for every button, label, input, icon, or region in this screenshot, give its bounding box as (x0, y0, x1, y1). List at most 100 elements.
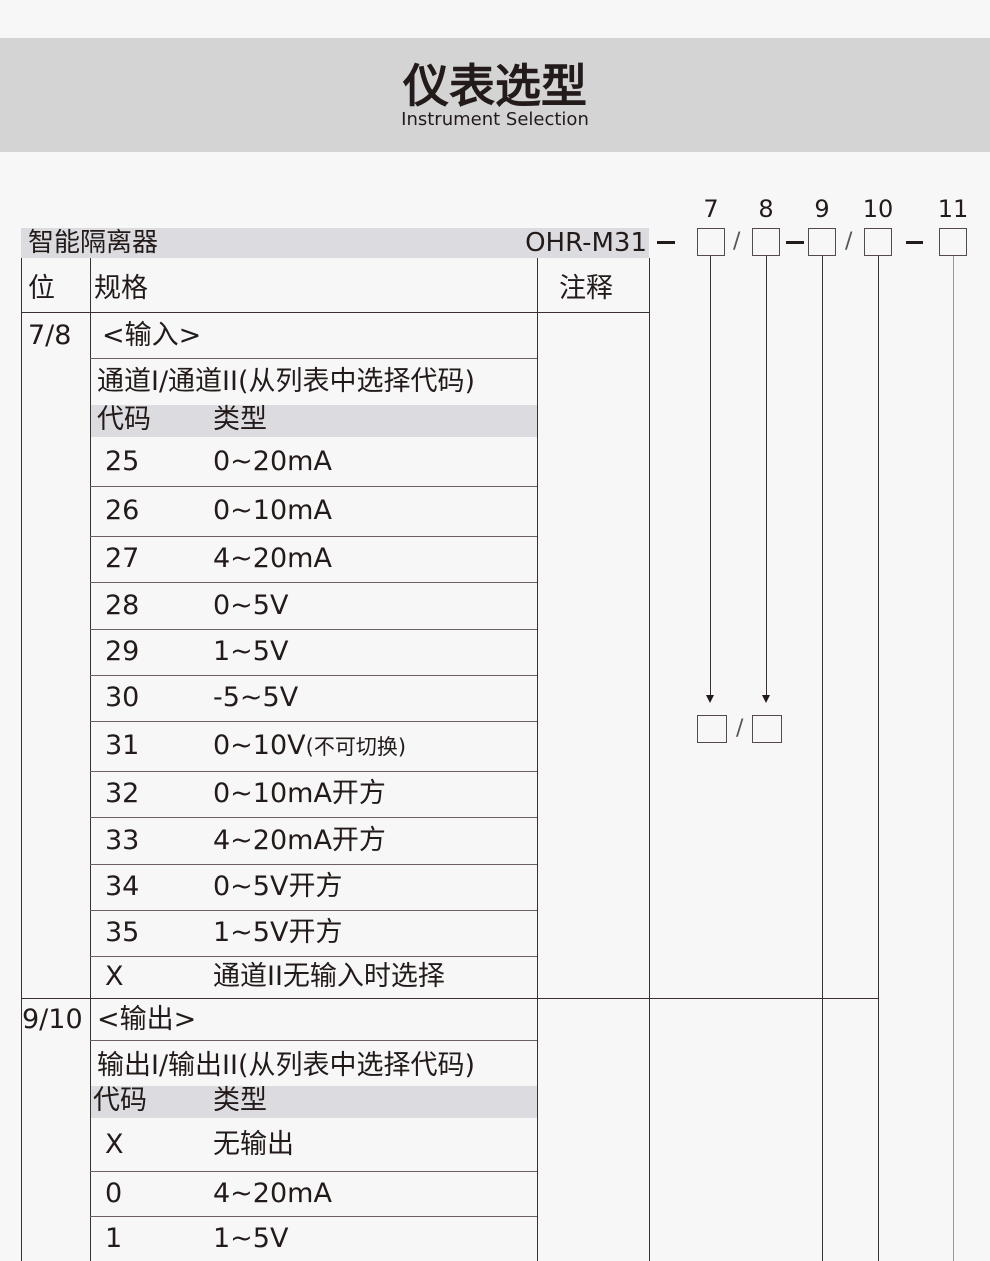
col-header-spec: 规格 (94, 273, 148, 304)
slash-separator: / (733, 229, 741, 254)
row-line (90, 675, 537, 676)
dash-separator (786, 241, 804, 244)
position-number: 7 (703, 195, 719, 223)
section-desc: 输出I/输出II(从列表中选择代码) (97, 1050, 476, 1081)
connector-line-7 (710, 256, 711, 696)
row-code: 28 (105, 589, 140, 621)
row-code: X (105, 961, 124, 992)
row-line (90, 956, 537, 957)
dash-separator (657, 241, 675, 244)
result-box-8 (752, 715, 782, 743)
row-code: 34 (105, 871, 140, 902)
row-line (90, 721, 537, 722)
row-code: 35 (105, 917, 140, 948)
arrow-down-icon (706, 695, 714, 703)
col-header-position: 位 (28, 273, 55, 304)
row-line (90, 771, 537, 772)
type-value: 1~5V开方 (213, 917, 343, 948)
row-line (90, 910, 537, 911)
position-number: 10 (862, 195, 894, 223)
result-box-7 (697, 715, 727, 743)
section-position: 7/8 (28, 320, 72, 351)
type-value: 4~20mA (213, 543, 332, 574)
table-column-line (537, 258, 538, 1261)
type-value: 0~5V (213, 589, 289, 621)
header-band (0, 38, 990, 152)
connector-line-10 (878, 256, 879, 1261)
section-desc: 通道I/通道II(从列表中选择代码) (97, 366, 476, 397)
position-number: 8 (758, 195, 774, 223)
section-position: 9/10 (22, 1004, 83, 1035)
row-type: 0~5V开方 (213, 871, 342, 903)
table-column-line (649, 258, 650, 1261)
section-divider (21, 998, 878, 999)
table-column-line (21, 258, 22, 1261)
product-name: 智能隔离器 (28, 228, 159, 258)
slash-separator: / (845, 229, 853, 254)
code-header: 代码 (97, 404, 151, 435)
type-value: 4~20mA开方 (213, 824, 386, 856)
row-code: 26 (105, 495, 140, 526)
row-type: 0~5V (213, 590, 288, 622)
row-type: 1~5V (213, 1223, 289, 1254)
row-code: 30 (105, 682, 140, 713)
type-value: 0~10mA开方 (213, 778, 386, 809)
row-code: 27 (105, 543, 140, 574)
section-label: <输出> (97, 1004, 197, 1035)
type-value: 0~20mA (213, 445, 332, 477)
row-type: 0~20mA (213, 446, 332, 478)
row-type: 1~5V (213, 636, 288, 668)
row-code: 31 (105, 730, 140, 761)
type-header: 类型 (213, 404, 267, 435)
position-number: 9 (814, 195, 830, 223)
row-line (90, 1040, 537, 1041)
connector-line-8 (766, 256, 767, 696)
product-bar (21, 228, 649, 258)
code-box-11 (939, 228, 967, 256)
row-code: 33 (105, 824, 140, 856)
product-model: OHR-M31 (525, 228, 647, 258)
row-code: X (105, 1128, 124, 1160)
type-value: 0~10mA (213, 495, 332, 526)
row-code: 29 (105, 636, 140, 667)
page-title: 仪表选型 (403, 59, 587, 113)
connector-line-11 (953, 256, 954, 1261)
row-code: 1 (105, 1223, 123, 1254)
row-type: 0~10V(不可切换) (213, 730, 406, 763)
row-type: 1~5V开方 (213, 917, 342, 949)
row-line (90, 864, 537, 865)
row-line (90, 629, 537, 630)
row-line (90, 1216, 537, 1217)
row-line (90, 486, 537, 487)
row-type: 无输出 (213, 1128, 294, 1160)
type-value: 1~5V (213, 636, 289, 667)
row-type: 0~10mA (213, 495, 332, 527)
row-line (90, 582, 537, 583)
row-code: 25 (105, 445, 140, 477)
type-header: 类型 (213, 1085, 267, 1116)
dash-separator (906, 241, 923, 244)
row-line (90, 1171, 537, 1172)
connector-line-9 (822, 256, 823, 1261)
code-header-band (91, 1086, 537, 1118)
type-note: (不可切换) (305, 735, 407, 759)
row-line (90, 817, 537, 818)
row-type: 0~10mA开方 (213, 778, 386, 810)
code-box-8 (752, 228, 780, 256)
table-column-line (90, 258, 91, 1261)
page-subtitle: Instrument Selection (401, 109, 589, 130)
code-header: 代码 (93, 1085, 147, 1116)
row-type: 通道II无输入时选择 (213, 961, 445, 993)
type-value: 0~5V开方 (213, 871, 343, 902)
code-box-10 (864, 228, 892, 256)
table-header-line (21, 312, 649, 313)
row-type: 4~20mA开方 (213, 825, 386, 857)
row-type: -5~5V (213, 682, 298, 714)
row-line (90, 536, 537, 537)
row-code: 0 (105, 1177, 123, 1209)
section-label: <输入> (102, 320, 202, 351)
position-number: 11 (937, 195, 969, 223)
row-type: 4~20mA (213, 543, 332, 575)
row-line (90, 358, 537, 359)
row-type: 4~20mA (213, 1177, 332, 1209)
